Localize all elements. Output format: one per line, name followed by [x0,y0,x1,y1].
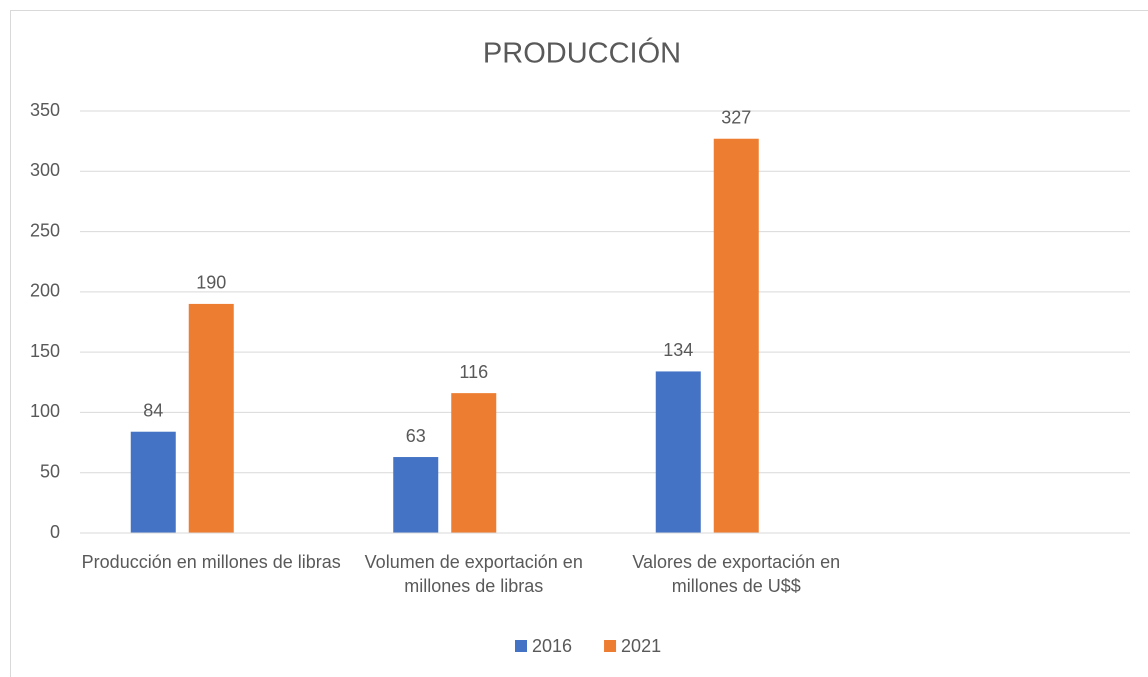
x-tick-label: Valores de exportación en millones de U$$ [632,552,840,596]
legend-label: 2016 [532,636,572,656]
data-label: 134 [663,340,693,360]
bar [451,393,497,533]
data-label: 327 [721,107,751,127]
y-tick-label: 0 [50,522,60,542]
legend-label: 2021 [621,636,661,656]
chart-title: PRODUCCIÓN [483,37,681,70]
y-tick-label: 300 [30,160,60,180]
legend-swatch [515,640,527,652]
y-tick-label: 250 [30,220,60,240]
x-tick-label: Volumen de exportación en millones de lib… [365,552,583,596]
data-label: 116 [459,362,488,382]
data-label: 190 [196,273,226,293]
y-tick-label: 150 [30,341,60,361]
y-tick-label: 100 [30,401,60,421]
bar [655,371,701,533]
bar [130,431,176,533]
bar [188,303,234,533]
bar [393,457,439,533]
legend-swatch [604,640,617,652]
bar [713,138,759,533]
x-tick-label: Producción en millones de libras [82,552,341,572]
y-tick-label: 50 [40,461,60,481]
chart-frame [10,10,1148,677]
y-tick-label: 200 [30,281,60,301]
data-label: 84 [143,400,163,420]
y-tick-label: 350 [30,100,60,120]
data-label: 63 [406,426,426,446]
